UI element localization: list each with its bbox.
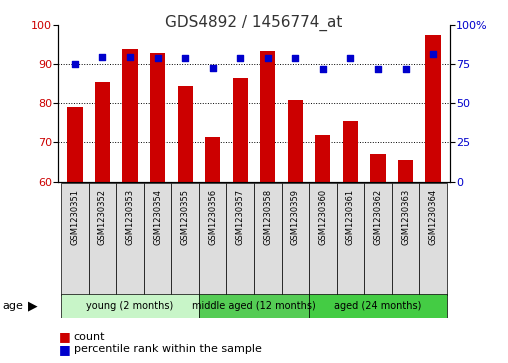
Bar (61, 294, 199, 318)
Bar (61, 183, 89, 296)
Point (264, 55, 272, 61)
Point (401, 66, 409, 72)
Text: ■: ■ (58, 343, 70, 356)
Text: count: count (74, 332, 105, 342)
Bar (68, 107, 82, 182)
Bar (205, 136, 220, 182)
Bar (392, 183, 419, 296)
Point (236, 55, 244, 61)
Text: GSM1230355: GSM1230355 (181, 189, 189, 245)
Text: middle aged (12 months): middle aged (12 months) (192, 301, 316, 311)
Bar (227, 183, 254, 296)
Bar (150, 53, 165, 181)
Bar (116, 183, 144, 296)
Bar (398, 160, 413, 182)
Text: GSM1230364: GSM1230364 (429, 189, 437, 245)
Point (429, 50, 437, 56)
Bar (281, 183, 309, 296)
Text: GSM1230351: GSM1230351 (71, 189, 79, 245)
Bar (426, 35, 440, 182)
Bar (199, 294, 309, 318)
Text: GSM1230363: GSM1230363 (401, 189, 410, 245)
Bar (370, 154, 386, 182)
Bar (260, 51, 275, 182)
Point (209, 65, 217, 70)
Bar (309, 294, 447, 318)
Text: GSM1230360: GSM1230360 (319, 189, 327, 245)
Point (126, 54, 134, 60)
Bar (233, 78, 248, 182)
Bar (288, 99, 303, 182)
Bar (199, 183, 227, 296)
Bar (144, 183, 171, 296)
Text: GSM1230358: GSM1230358 (263, 189, 272, 245)
Text: percentile rank within the sample: percentile rank within the sample (74, 344, 262, 354)
Bar (364, 183, 392, 296)
Text: GSM1230362: GSM1230362 (373, 189, 383, 245)
Bar (419, 183, 447, 296)
Bar (122, 49, 138, 182)
Text: GDS4892 / 1456774_at: GDS4892 / 1456774_at (165, 15, 343, 31)
Text: GSM1230356: GSM1230356 (208, 189, 217, 245)
Text: GSM1230361: GSM1230361 (346, 189, 355, 245)
Point (374, 66, 382, 72)
Bar (89, 183, 116, 296)
Bar (95, 82, 110, 182)
Text: aged (24 months): aged (24 months) (334, 301, 422, 311)
Bar (171, 183, 199, 296)
Point (291, 55, 299, 61)
Bar (315, 135, 330, 182)
Text: GSM1230359: GSM1230359 (291, 189, 300, 245)
Bar (337, 183, 364, 296)
Text: young (2 months): young (2 months) (86, 301, 174, 311)
Text: GSM1230354: GSM1230354 (153, 189, 162, 245)
Point (153, 55, 162, 61)
Text: ▶: ▶ (28, 299, 38, 312)
Bar (254, 183, 281, 296)
Bar (343, 121, 358, 182)
Text: ■: ■ (58, 330, 70, 343)
Bar (178, 86, 193, 182)
Point (346, 55, 355, 61)
Text: GSM1230353: GSM1230353 (125, 189, 135, 245)
Text: GSM1230352: GSM1230352 (98, 189, 107, 245)
Text: GSM1230357: GSM1230357 (236, 189, 245, 245)
Point (99, 54, 107, 60)
Text: age: age (3, 301, 23, 311)
Point (319, 66, 327, 72)
Bar (309, 183, 337, 296)
Point (71, 61, 79, 68)
Point (181, 55, 189, 61)
